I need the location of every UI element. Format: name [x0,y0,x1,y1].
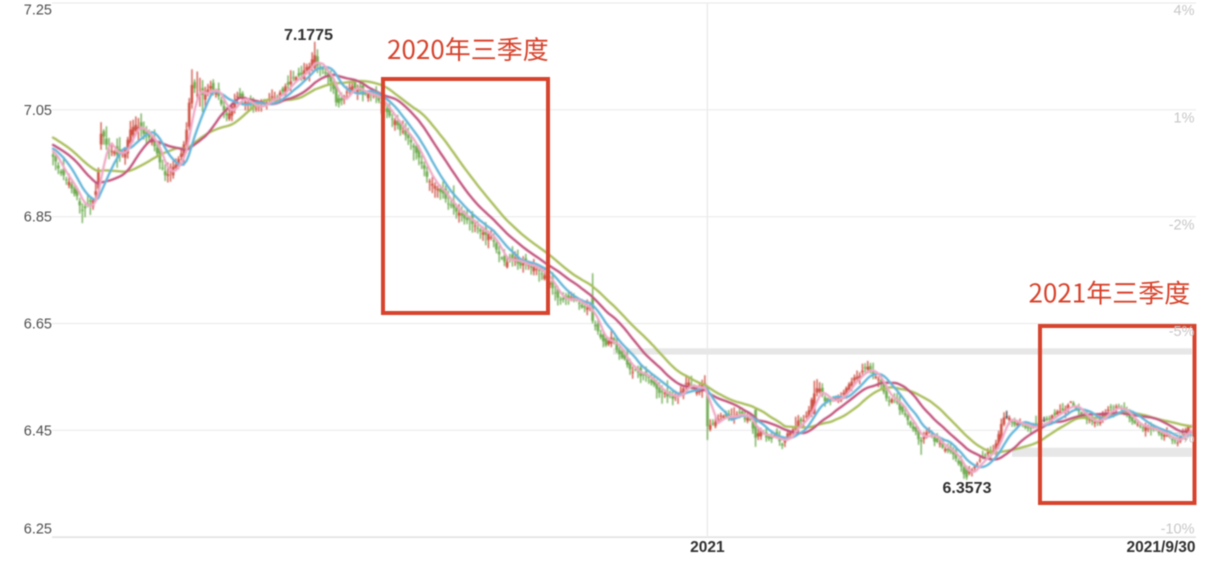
svg-text:6.65: 6.65 [24,317,52,333]
svg-text:7.1775: 7.1775 [284,27,333,44]
svg-text:-5%: -5% [1169,324,1195,340]
svg-text:7.05: 7.05 [24,103,52,119]
svg-text:-2%: -2% [1169,217,1195,233]
svg-text:2021/9/30: 2021/9/30 [1127,539,1196,556]
svg-text:6.45: 6.45 [24,423,52,439]
svg-text:7.25: 7.25 [24,3,52,19]
svg-text:6.85: 6.85 [24,210,52,226]
svg-text:1%: 1% [1174,111,1195,127]
svg-text:6.3573: 6.3573 [943,480,992,497]
svg-text:-10%: -10% [1161,522,1195,538]
svg-text:6.25: 6.25 [24,522,52,538]
svg-text:4%: 4% [1174,3,1195,19]
svg-text:2021: 2021 [690,539,725,556]
svg-text:-7%: -7% [1169,431,1195,447]
